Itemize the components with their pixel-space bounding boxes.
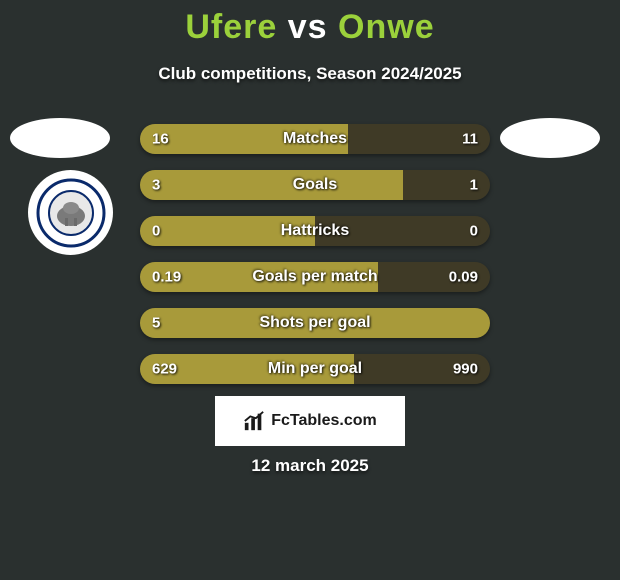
player2-name: Onwe <box>338 8 435 46</box>
bar-segment-left <box>140 216 315 246</box>
stat-bar: Min per goal629990 <box>140 354 490 384</box>
subtitle: Club competitions, Season 2024/2025 <box>0 64 620 84</box>
avatar-right <box>500 118 600 158</box>
stat-bar: Hattricks00 <box>140 216 490 246</box>
stat-bar: Matches1611 <box>140 124 490 154</box>
chart-icon <box>243 410 265 432</box>
bar-segment-left <box>140 262 378 292</box>
bar-segment-left <box>140 124 348 154</box>
fctables-badge[interactable]: FcTables.com <box>215 396 405 446</box>
stat-bar: Goals per match0.190.09 <box>140 262 490 292</box>
stat-bar: Goals31 <box>140 170 490 200</box>
bar-segment-right <box>315 216 490 246</box>
date-text: 12 march 2025 <box>0 456 620 476</box>
page-title: Ufere vs Onwe <box>0 8 620 47</box>
bar-segment-left <box>140 170 403 200</box>
vs-text: vs <box>288 8 328 46</box>
club-crest-icon <box>36 178 106 248</box>
bar-segment-right <box>378 262 490 292</box>
bar-segment-right <box>348 124 490 154</box>
player1-name: Ufere <box>185 8 277 46</box>
stat-bar: Shots per goal5 <box>140 308 490 338</box>
bar-segment-right <box>354 354 490 384</box>
bar-segment-left <box>140 354 354 384</box>
avatar-left <box>10 118 110 158</box>
bar-segment-right <box>403 170 491 200</box>
fctables-label: FcTables.com <box>271 412 377 430</box>
bar-segment-left <box>140 308 490 338</box>
club-badge-left <box>28 170 113 255</box>
